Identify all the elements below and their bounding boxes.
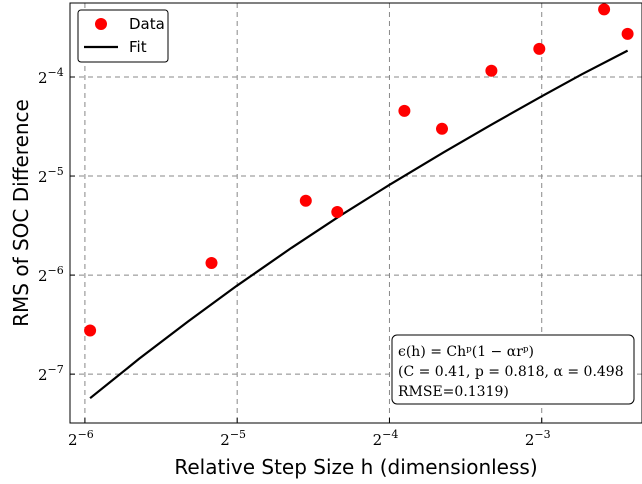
data-point bbox=[205, 257, 218, 269]
annotation-line-3: RMSE=0.1319) bbox=[398, 384, 509, 400]
y-tick-label: 2−4 bbox=[38, 66, 64, 87]
plot-frame bbox=[69, 2, 642, 424]
data-point bbox=[84, 324, 97, 337]
x-tick-label: 2−4 bbox=[373, 428, 399, 449]
fit-series bbox=[89, 49, 629, 400]
legend: Data Fit bbox=[77, 9, 169, 63]
data-point bbox=[485, 64, 498, 77]
data-point bbox=[398, 104, 411, 117]
fit-annotation: ϵ(h) = Chᵖ(1 − αrᵖ) (C = 0.41, p = 0.818… bbox=[391, 334, 635, 405]
legend-label-fit: Fit bbox=[129, 38, 147, 56]
annotation-line-2: (C = 0.41, p = 0.818, α = 0.498 bbox=[398, 364, 624, 380]
legend-data-marker bbox=[95, 18, 107, 30]
y-tick-label: 2−7 bbox=[38, 363, 64, 384]
x-tick-label: 2−3 bbox=[525, 428, 551, 449]
x-tick-label: 2−6 bbox=[68, 428, 94, 449]
y-tick-label: 2−5 bbox=[38, 165, 64, 186]
data-series bbox=[84, 3, 634, 337]
annotation-box bbox=[391, 334, 635, 405]
x-axis-label: Relative Step Size h (dimensionless) bbox=[174, 455, 537, 479]
data-point bbox=[299, 194, 312, 207]
data-point bbox=[436, 122, 448, 135]
axis-ticks: 2−6 2−5 2−4 2−3 2−7 2−6 2−5 2−4 bbox=[38, 66, 551, 449]
data-point bbox=[331, 206, 344, 218]
y-tick-label: 2−6 bbox=[38, 264, 64, 285]
data-point bbox=[621, 27, 634, 40]
annotation-line-1: ϵ(h) = Chᵖ(1 − αrᵖ) bbox=[398, 344, 534, 360]
data-point bbox=[533, 42, 546, 55]
x-tick-label: 2−5 bbox=[220, 428, 246, 449]
fit-line bbox=[89, 49, 629, 400]
y-axis-label: RMS of SOC Difference bbox=[9, 99, 33, 327]
legend-label-data: Data bbox=[129, 15, 165, 33]
grid bbox=[70, 3, 642, 423]
data-point bbox=[598, 3, 611, 16]
